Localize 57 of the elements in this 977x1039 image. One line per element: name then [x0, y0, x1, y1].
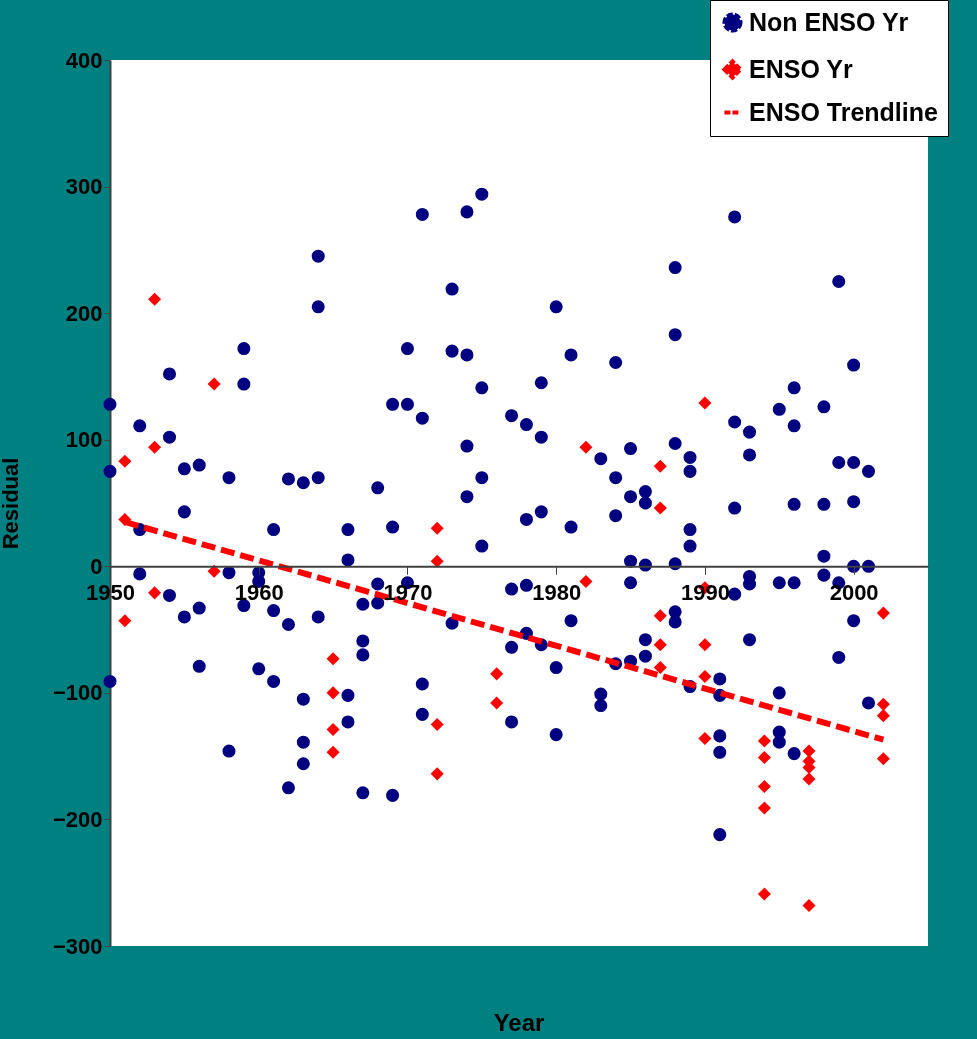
legend-label: ENSO Trendline [749, 97, 939, 126]
point [118, 614, 132, 628]
point [579, 574, 593, 588]
point [326, 652, 340, 666]
point [698, 669, 712, 683]
point [876, 709, 890, 723]
y-tick-label: −100 [52, 680, 103, 706]
point [326, 686, 340, 700]
point [653, 638, 667, 652]
point [757, 801, 771, 815]
point [207, 377, 221, 391]
x-tick-label: 1960 [234, 579, 284, 605]
point [757, 750, 771, 764]
point [326, 723, 340, 737]
point [653, 501, 667, 515]
point [876, 606, 890, 620]
point [490, 696, 504, 710]
point [802, 772, 816, 786]
point [757, 780, 771, 794]
x-axis-title: Year [493, 1009, 545, 1036]
point [490, 667, 504, 681]
point [430, 521, 444, 535]
point [430, 767, 444, 781]
point [148, 440, 162, 454]
point [876, 697, 890, 711]
x-tick-label: 1970 [383, 579, 433, 605]
point [802, 744, 816, 758]
point [698, 731, 712, 745]
y-tick-label: 100 [65, 427, 103, 453]
point [326, 745, 340, 759]
y-axis-title: Residual [0, 457, 23, 550]
point [148, 292, 162, 306]
x-tick-label: 1990 [680, 579, 730, 605]
legend-label: Non ENSO Yr [749, 7, 909, 36]
point [430, 554, 444, 568]
point [430, 717, 444, 732]
point [698, 396, 712, 410]
point [653, 609, 667, 623]
point [148, 586, 162, 600]
point [757, 734, 771, 748]
point [579, 440, 593, 454]
x-tick-label: 1980 [532, 579, 582, 605]
y-tick-label: −200 [52, 806, 103, 832]
point [653, 459, 667, 473]
point [802, 898, 816, 913]
point [757, 887, 771, 901]
y-tick-label: −300 [52, 933, 103, 959]
y-tick-label: 300 [65, 174, 103, 200]
x-tick-label: 2000 [829, 579, 879, 605]
legend-label: ENSO Yr [749, 54, 854, 83]
point [876, 752, 890, 766]
point [698, 638, 712, 652]
y-tick-label: 0 [90, 553, 103, 579]
point [653, 661, 667, 675]
y-tick-label: 400 [65, 47, 103, 73]
point [118, 454, 132, 468]
y-tick-label: 200 [65, 300, 103, 326]
